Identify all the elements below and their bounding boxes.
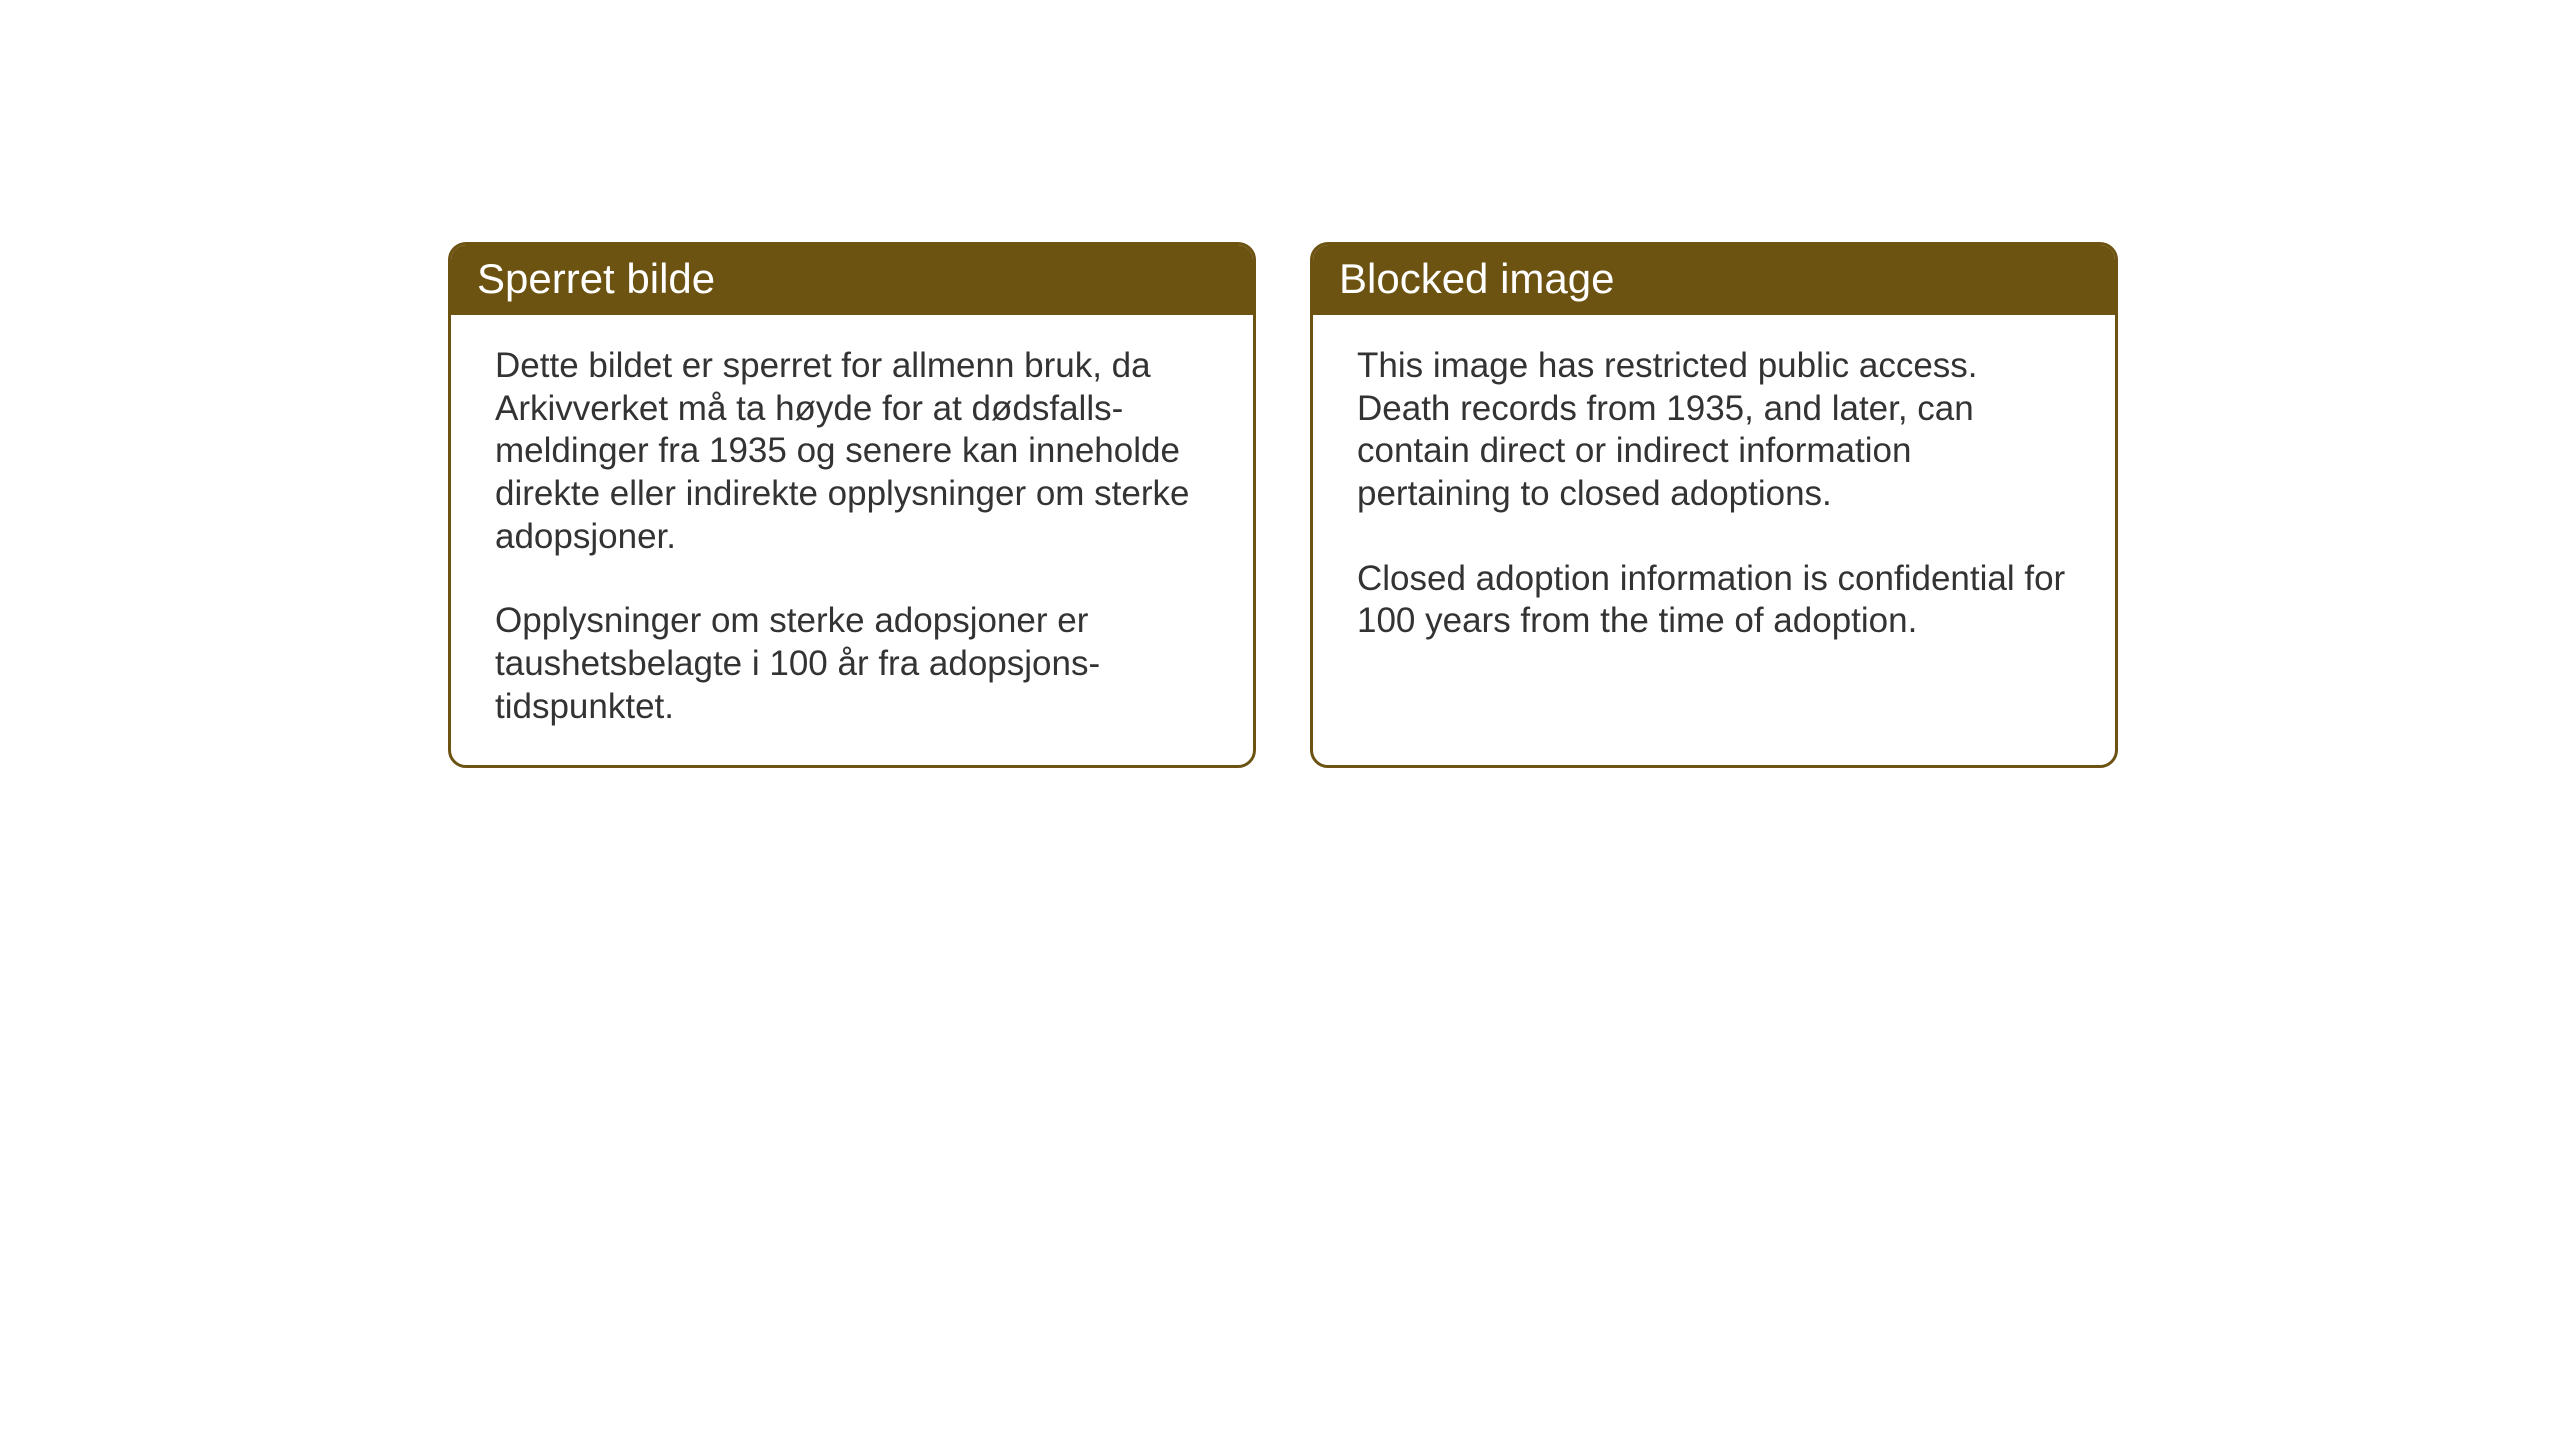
norwegian-notice-panel: Sperret bilde Dette bildet er sperret fo… <box>448 242 1256 768</box>
notice-container: Sperret bilde Dette bildet er sperret fo… <box>448 242 2118 768</box>
english-panel-title: Blocked image <box>1313 245 2115 315</box>
norwegian-paragraph-2: Opplysninger om sterke adopsjoner er tau… <box>495 600 1209 728</box>
norwegian-panel-title: Sperret bilde <box>451 245 1253 315</box>
english-notice-panel: Blocked image This image has restricted … <box>1310 242 2118 768</box>
norwegian-panel-body: Dette bildet er sperret for allmenn bruk… <box>451 315 1253 765</box>
english-paragraph-1: This image has restricted public access.… <box>1357 345 2071 516</box>
english-paragraph-2: Closed adoption information is confident… <box>1357 558 2071 643</box>
norwegian-paragraph-1: Dette bildet er sperret for allmenn bruk… <box>495 345 1209 558</box>
english-panel-body: This image has restricted public access.… <box>1313 315 2115 679</box>
